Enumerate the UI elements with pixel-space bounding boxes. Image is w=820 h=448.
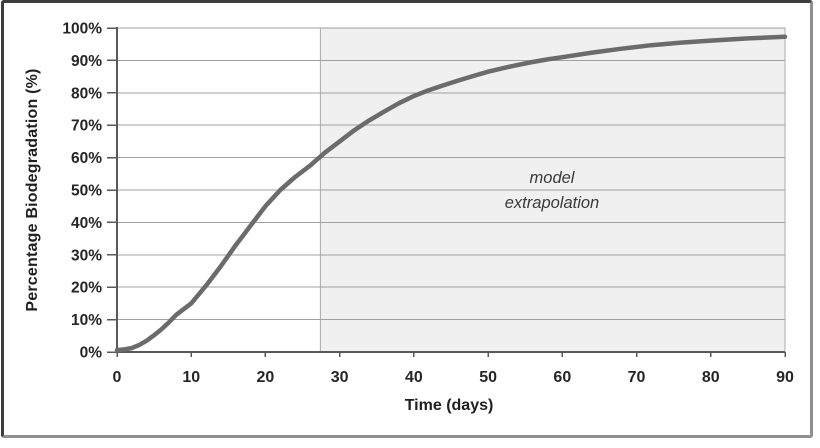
y-axis-title: Percentage Biodegradation (%)	[24, 68, 41, 312]
x-tick-label: 20	[257, 369, 275, 386]
model-extrapolation-annotation: model extrapolation	[505, 166, 599, 216]
y-tick-label: 10%	[71, 312, 102, 329]
y-tick-label: 50%	[71, 183, 102, 200]
x-tick-label: 60	[553, 369, 571, 386]
y-tick-label: 70%	[71, 118, 102, 135]
x-tick-label: 90	[776, 369, 794, 386]
x-tick-label: 70	[628, 369, 646, 386]
y-tick-label: 100%	[62, 21, 102, 38]
y-tick-label: 20%	[71, 280, 102, 297]
y-tick-label: 0%	[80, 345, 103, 362]
x-tick-label: 10	[182, 369, 200, 386]
y-tick-label: 60%	[71, 150, 102, 167]
x-tick-label: 30	[331, 369, 349, 386]
biodegradation-curve	[114, 34, 788, 353]
x-tick-label: 0	[113, 369, 122, 386]
x-tick-label: 80	[702, 369, 720, 386]
x-axis-title: Time (days)	[404, 397, 494, 414]
y-tick-label: 80%	[71, 85, 102, 102]
y-tick-label: 30%	[71, 247, 102, 264]
annotation-line-2: extrapolation	[504, 194, 600, 212]
y-tick-label: 40%	[71, 215, 102, 232]
annotation-line-1: model	[529, 169, 575, 187]
y-tick-label: 90%	[71, 53, 102, 70]
x-tick-label: 50	[479, 369, 497, 386]
x-tick-label: 40	[405, 369, 423, 386]
